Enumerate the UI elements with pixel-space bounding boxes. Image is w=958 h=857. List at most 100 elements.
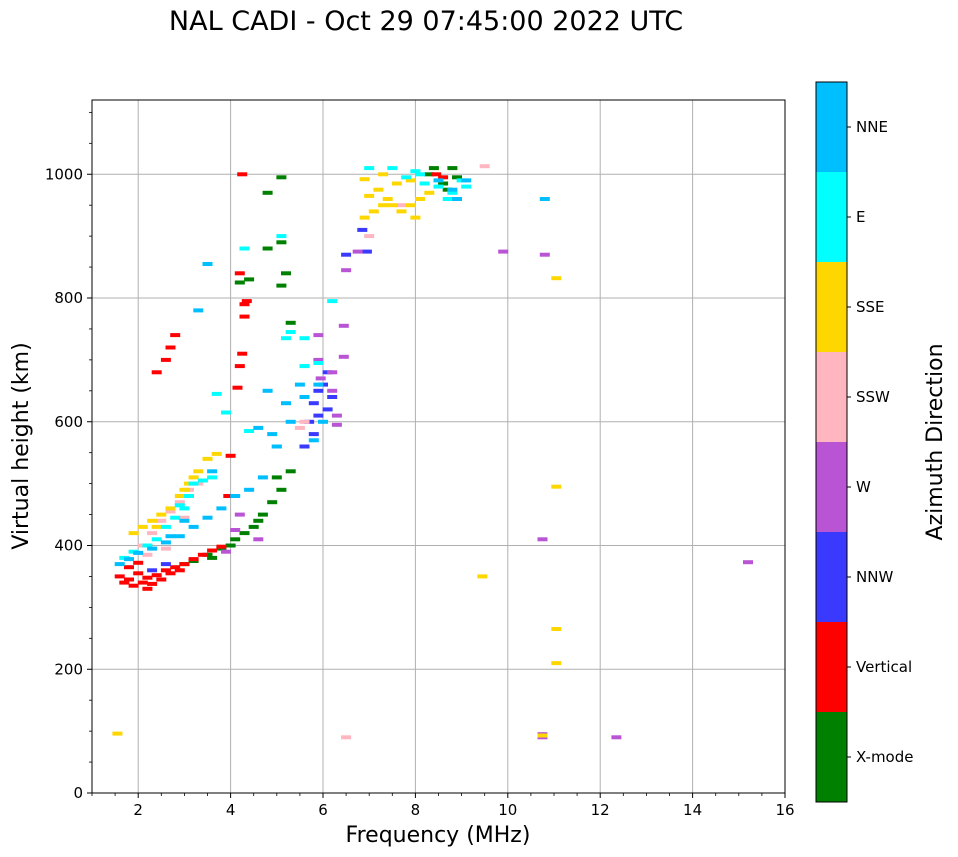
data-point bbox=[313, 388, 324, 393]
y-axis-label: Virtual height (km) bbox=[9, 342, 34, 549]
data-point bbox=[188, 481, 199, 486]
data-point bbox=[433, 184, 444, 189]
data-point bbox=[257, 512, 268, 517]
data-point bbox=[114, 574, 125, 579]
colorbar-label: SSE bbox=[856, 298, 885, 316]
colorbar-label: NNW bbox=[856, 568, 893, 586]
x-tick-label: 12 bbox=[591, 801, 610, 819]
grid-lines bbox=[92, 100, 785, 793]
data-point bbox=[207, 555, 218, 560]
data-point bbox=[124, 577, 134, 582]
colorbar-segment bbox=[816, 532, 847, 622]
data-point bbox=[341, 735, 352, 740]
data-point bbox=[313, 357, 324, 362]
data-point bbox=[147, 546, 158, 551]
data-point bbox=[202, 262, 213, 266]
series-sse bbox=[112, 172, 562, 738]
series-nne bbox=[114, 178, 550, 567]
data-point bbox=[202, 456, 213, 461]
data-point bbox=[299, 419, 310, 424]
x-tick-label: 2 bbox=[133, 801, 143, 819]
x-tick-label: 16 bbox=[775, 801, 794, 819]
data-point bbox=[147, 531, 158, 536]
series-w bbox=[221, 249, 753, 740]
data-point bbox=[221, 410, 231, 415]
data-point bbox=[225, 543, 236, 548]
data-point bbox=[165, 506, 176, 511]
data-point bbox=[179, 562, 190, 567]
data-point bbox=[359, 177, 370, 182]
data-point bbox=[211, 451, 222, 456]
data-point bbox=[223, 494, 234, 498]
data-point bbox=[539, 252, 550, 257]
data-point bbox=[165, 345, 176, 350]
x-tick-label: 6 bbox=[318, 801, 328, 819]
data-point bbox=[114, 562, 125, 567]
data-point bbox=[447, 187, 458, 192]
y-tick-label: 0 bbox=[73, 784, 83, 802]
data-point bbox=[313, 413, 324, 418]
series-e bbox=[119, 166, 472, 560]
data-point bbox=[124, 557, 134, 562]
data-point bbox=[225, 453, 236, 458]
data-point bbox=[137, 524, 148, 529]
data-point bbox=[285, 419, 296, 424]
data-point bbox=[133, 571, 144, 576]
data-point bbox=[170, 515, 181, 520]
data-point bbox=[151, 524, 162, 529]
data-point bbox=[170, 333, 181, 338]
data-point bbox=[160, 357, 171, 362]
data-point bbox=[308, 401, 319, 406]
data-point bbox=[433, 178, 444, 183]
data-point bbox=[315, 376, 326, 381]
data-point bbox=[308, 438, 319, 443]
data-point bbox=[341, 268, 352, 273]
data-point bbox=[160, 540, 171, 545]
data-point bbox=[184, 494, 194, 498]
colorbar-label: X-mode bbox=[856, 748, 913, 766]
y-axis-ticks: 0 200 400 600 800 1000 bbox=[45, 111, 92, 802]
data-point bbox=[156, 512, 167, 517]
chart-title: NAL CADI - Oct 29 07:45:00 2022 UTC bbox=[168, 6, 684, 37]
data-point bbox=[133, 550, 144, 555]
data-point bbox=[313, 361, 324, 365]
data-point bbox=[424, 190, 435, 195]
data-point bbox=[428, 166, 439, 171]
data-point bbox=[147, 568, 158, 573]
data-point bbox=[378, 203, 389, 208]
colorbar-label: Azimuth Direction bbox=[923, 343, 948, 540]
data-point bbox=[401, 175, 412, 180]
data-point bbox=[276, 487, 287, 492]
data-point bbox=[239, 302, 250, 307]
data-point bbox=[239, 246, 250, 251]
data-point bbox=[174, 534, 185, 539]
data-point bbox=[410, 215, 421, 220]
data-point bbox=[151, 573, 162, 578]
data-point bbox=[537, 537, 548, 542]
data-point bbox=[391, 181, 402, 186]
data-point bbox=[142, 543, 153, 548]
data-point bbox=[387, 166, 398, 171]
data-point bbox=[294, 425, 305, 430]
data-point bbox=[322, 407, 333, 412]
data-point bbox=[419, 181, 430, 186]
data-point bbox=[248, 524, 259, 529]
data-point bbox=[327, 395, 338, 399]
data-point bbox=[271, 444, 282, 449]
data-point bbox=[207, 475, 218, 480]
data-point bbox=[276, 240, 287, 245]
y-tick-label: 1000 bbox=[45, 165, 83, 183]
data-point bbox=[327, 299, 338, 304]
data-point bbox=[257, 475, 268, 480]
data-point bbox=[452, 197, 462, 201]
data-point bbox=[537, 733, 548, 738]
data-point bbox=[327, 388, 338, 393]
data-point bbox=[364, 193, 375, 198]
data-point bbox=[461, 178, 472, 183]
data-point bbox=[174, 500, 185, 505]
data-point bbox=[271, 475, 282, 480]
data-point bbox=[611, 735, 622, 740]
data-point bbox=[405, 203, 416, 208]
y-tick-label: 600 bbox=[54, 413, 83, 431]
colorbar-segment bbox=[816, 262, 847, 352]
